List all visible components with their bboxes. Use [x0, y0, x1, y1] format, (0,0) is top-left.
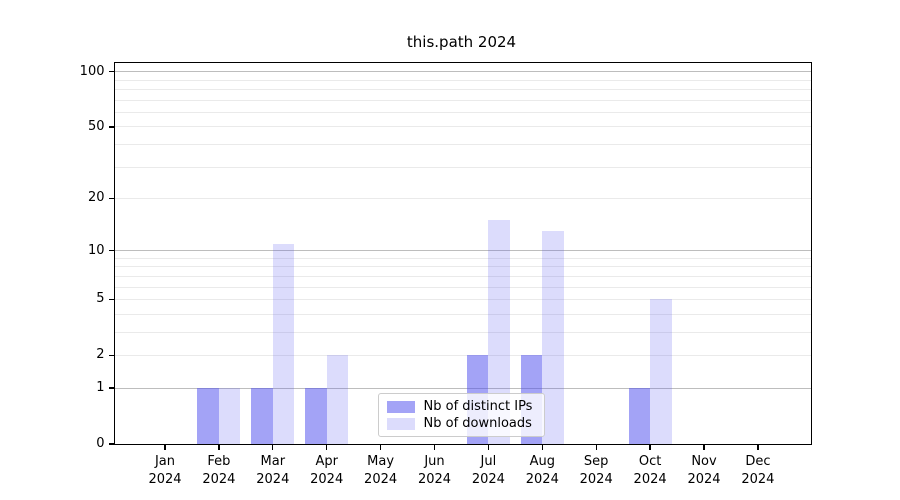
- x-tick-label: Nov 2024: [687, 454, 721, 487]
- x-tick-label: Mar 2024: [256, 454, 290, 487]
- legend-label-distinct-ips: Nb of distinct IPs: [423, 399, 533, 414]
- gridline-minor: [114, 126, 811, 128]
- x-tick-mark: [379, 445, 382, 450]
- y-tick-mark: [108, 71, 114, 73]
- gridline-minor: [114, 275, 811, 277]
- bar-downloads-aug: [542, 231, 564, 444]
- gridline-major: [114, 387, 811, 389]
- y-tick-mark: [108, 249, 114, 252]
- gridline-minor: [114, 266, 811, 268]
- gridline-minor: [114, 331, 811, 333]
- x-tick-mark: [272, 445, 274, 450]
- bar-ips-mar: [251, 388, 273, 444]
- y-tick-label: 5: [96, 291, 105, 307]
- legend-swatch-downloads: [386, 417, 415, 430]
- gridline-minor: [114, 313, 811, 315]
- x-tick-label: Aug 2024: [525, 454, 559, 487]
- y-tick-mark: [108, 126, 114, 128]
- bar-downloads-apr: [326, 355, 349, 444]
- plot-area: 0 1 2 5 10 20 50 100 Jan 2024 Feb 2024 Mar 2024 Apr 20…: [80, 62, 812, 487]
- x-tick-mark: [703, 445, 705, 450]
- gridline-minor: [114, 143, 811, 145]
- y-tick-label: 0: [96, 436, 105, 451]
- gridline-minor: [114, 197, 811, 199]
- x-tick-label: Jun 2024: [417, 454, 452, 487]
- y-tick-label: 2: [96, 347, 105, 363]
- x-tick-mark: [595, 445, 597, 450]
- x-tick-label: Sep 2024: [579, 454, 613, 487]
- x-tick-mark: [326, 445, 328, 450]
- bar-ips-feb: [197, 388, 219, 444]
- y-tick-label: 100: [79, 63, 105, 79]
- x-tick-label: Dec 2024: [741, 454, 775, 487]
- gridline-minor: [114, 89, 811, 91]
- bar-ips-apr: [305, 388, 327, 444]
- gridline-minor: [114, 354, 811, 356]
- x-tick-label: Feb 2024: [202, 454, 236, 487]
- x-tick-label: Jul 2024: [471, 454, 505, 487]
- y-tick-label: 20: [87, 190, 105, 206]
- legend: Nb of distinct IPs Nb of downloads: [377, 393, 545, 437]
- x-tick-mark: [218, 445, 220, 450]
- legend-item-downloads: Nb of downloads: [386, 416, 536, 431]
- x-tick-mark: [487, 445, 490, 450]
- gridline-minor: [114, 286, 811, 288]
- x-tick-mark: [541, 445, 543, 450]
- gridline-minor: [114, 166, 811, 168]
- y-tick-mark: [108, 298, 114, 301]
- x-tick-mark: [164, 445, 166, 450]
- bar-downloads-feb: [218, 388, 241, 444]
- y-tick-mark: [108, 387, 114, 389]
- y-tick-mark: [108, 197, 114, 200]
- x-tick-label: Jan 2024: [148, 454, 182, 487]
- gridline-minor: [114, 257, 811, 259]
- y-tick-mark: [108, 443, 114, 445]
- y-tick-label: 50: [87, 118, 105, 134]
- bar-downloads-jul: [488, 220, 510, 444]
- legend-swatch-ips: [386, 400, 415, 413]
- bar-ips-oct: [628, 388, 651, 444]
- gridline-minor: [114, 79, 811, 81]
- gridline-major: [114, 250, 811, 252]
- y-tick-mark: [108, 354, 114, 357]
- x-tick-label: Apr 2024: [310, 454, 344, 487]
- gridline-major: [114, 71, 811, 73]
- y-tick-label: 10: [87, 242, 105, 258]
- gridline-minor: [114, 111, 811, 113]
- gridline-minor: [114, 298, 811, 300]
- x-tick-label: May 2024: [364, 454, 398, 487]
- x-tick-mark: [649, 445, 651, 450]
- x-tick-label: Oct 2024: [633, 454, 667, 487]
- legend-label-downloads: Nb of downloads: [423, 416, 532, 431]
- x-tick-mark: [433, 445, 436, 450]
- x-tick-mark: [757, 445, 759, 450]
- bar-downloads-oct: [650, 299, 672, 444]
- y-tick-label: 1: [96, 380, 105, 396]
- bar-downloads-mar: [272, 243, 295, 444]
- legend-item-distinct-ips: Nb of distinct IPs: [386, 399, 536, 414]
- gridline-minor: [114, 99, 811, 101]
- chart-title: this.path 2024: [406, 33, 517, 51]
